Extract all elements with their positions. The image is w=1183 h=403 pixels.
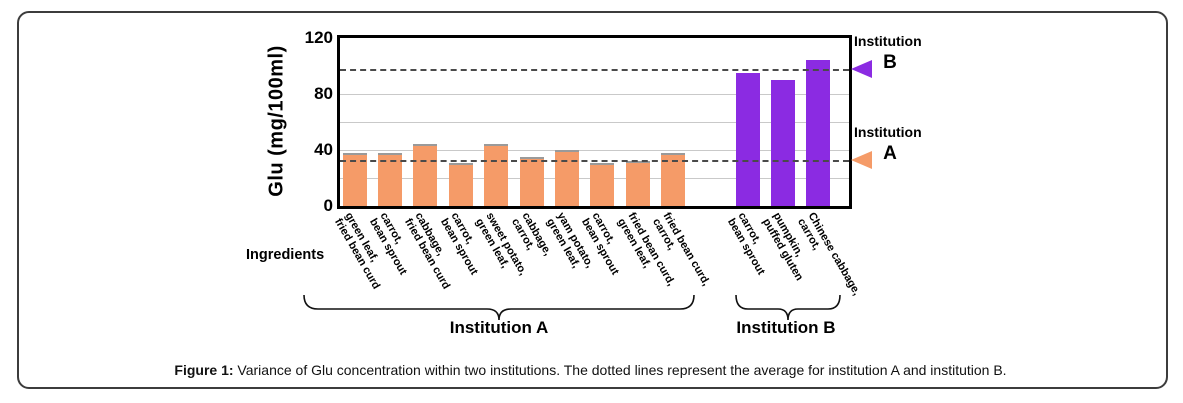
y-tick-label: 80 [314,84,333,103]
average-line [340,159,849,162]
plot-area [337,35,852,209]
x-axis-title: Ingredients [246,247,325,263]
institution-b-marker-letter: B [883,51,897,73]
average-line [340,68,849,71]
institution-a-brace [303,294,695,321]
bar [806,60,830,206]
y-tick-label: 40 [314,140,333,159]
institution-b-arrow-icon [851,59,872,78]
institution-b-marker-word: Institution [854,32,922,49]
bar [590,162,615,206]
institution-a-marker-letter: A [883,142,897,164]
y-tick-label: 0 [323,196,333,215]
institution-b-group-label: Institution B [736,318,836,337]
y-tick-label: 120 [304,28,333,47]
bar [413,144,438,206]
bar [484,144,509,206]
institution-a-group-label: Institution A [449,318,549,337]
y-axis-title: Glu (mg/100ml) [265,45,288,197]
caption-text: Variance of Glu concentration within two… [233,362,1007,378]
gridline [340,122,849,123]
caption-label: Figure 1: [174,362,234,378]
bar [519,157,544,206]
gridline [340,94,849,95]
institution-a-arrow-icon [851,150,872,169]
figure-caption: Figure 1: Variance of Glu concentration … [17,362,1164,378]
institution-a-marker-word: Institution [854,123,922,140]
bar [554,150,579,206]
bar [771,80,795,206]
bar [736,73,760,206]
gridline [340,150,849,151]
bar [625,161,650,206]
bar [448,162,473,206]
institution-b-brace [735,294,841,321]
